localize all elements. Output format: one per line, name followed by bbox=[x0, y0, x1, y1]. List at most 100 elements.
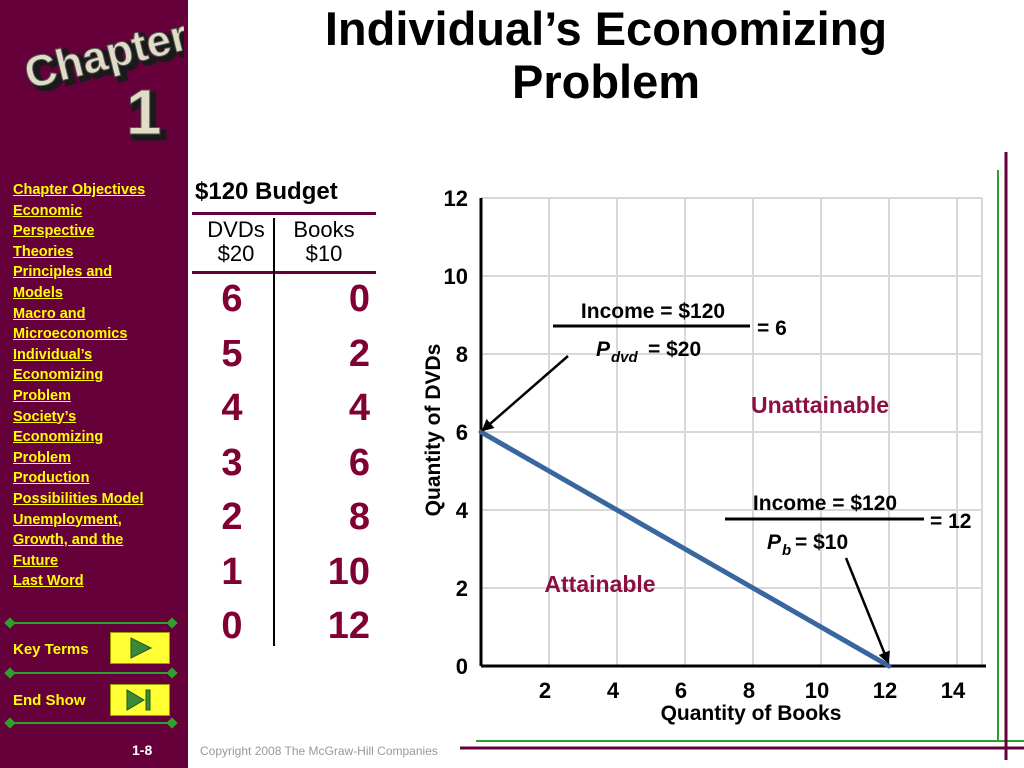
book-formula-price-subscript: b bbox=[782, 542, 791, 559]
divider-line bbox=[8, 622, 174, 624]
end-show-label[interactable]: End Show bbox=[13, 692, 86, 709]
chapter-number-shadow: 1 bbox=[130, 80, 166, 142]
x-tick-label: 4 bbox=[607, 678, 620, 703]
toc-link[interactable]: Macro and bbox=[13, 305, 86, 322]
book-intercept-arrow bbox=[844, 557, 890, 664]
table-cell-dvds: 5 bbox=[221, 332, 243, 375]
x-tick-label: 14 bbox=[941, 678, 966, 703]
y-tick-label: 8 bbox=[456, 342, 468, 367]
copyright-text: Copyright 2008 The McGraw-Hill Companies bbox=[200, 744, 438, 758]
book-formula-price-symbol: P bbox=[767, 531, 782, 554]
y-tick-label: 6 bbox=[456, 420, 468, 445]
books-price: $10 bbox=[305, 241, 343, 266]
toc-link[interactable]: Possibilities Model bbox=[13, 490, 144, 507]
table-cell-books: 10 bbox=[327, 550, 370, 593]
toc-link[interactable]: Theories bbox=[13, 243, 74, 260]
end-show-button[interactable] bbox=[110, 684, 170, 716]
table-cell-books: 2 bbox=[348, 332, 370, 375]
table-cell-dvds: 0 bbox=[221, 605, 243, 647]
toc-link[interactable]: Last Word bbox=[13, 573, 84, 590]
table-of-contents: Chapter Objectives Economic Perspective The… bbox=[13, 180, 185, 592]
toc-link[interactable]: Society’s bbox=[13, 408, 77, 425]
table-rule-top bbox=[192, 212, 376, 215]
dvd-formula-price-symbol: P bbox=[596, 338, 611, 361]
toc-link[interactable]: Problem bbox=[13, 449, 72, 466]
data-point bbox=[683, 547, 687, 551]
table-cell-dvds: 6 bbox=[221, 278, 243, 320]
table-cell-books: 4 bbox=[348, 387, 370, 429]
table-cell-dvds: 1 bbox=[221, 550, 243, 593]
books-header-label: Books bbox=[293, 217, 355, 242]
table-cell-books: 6 bbox=[348, 441, 370, 484]
x-axis-label: Quantity of Books bbox=[661, 702, 842, 725]
y-axis-label: Quantity of DVDs bbox=[422, 344, 445, 517]
title-line-1: Individual’s Economizing bbox=[324, 2, 888, 55]
skip-to-end-icon bbox=[126, 689, 151, 711]
y-tick-label: 10 bbox=[444, 264, 468, 289]
toc-link[interactable]: Future bbox=[13, 552, 59, 569]
dvd-formula-result: = 6 bbox=[757, 317, 787, 340]
toc-link[interactable]: Production bbox=[13, 470, 90, 487]
table-cell-dvds: 4 bbox=[221, 387, 243, 429]
key-terms-button[interactable] bbox=[110, 632, 170, 664]
x-tick-label: 2 bbox=[539, 678, 551, 703]
table-cell-books: 12 bbox=[327, 605, 370, 647]
book-formula-price-value: = $10 bbox=[795, 531, 848, 554]
y-tick-label: 12 bbox=[444, 186, 468, 211]
table-column-divider bbox=[273, 218, 275, 646]
toc-link[interactable]: Unemployment, bbox=[13, 511, 122, 528]
sidebar: Chapter Chapter 1 1 Chapter Objectives Ec… bbox=[0, 0, 188, 768]
data-point bbox=[819, 625, 823, 629]
divider-line bbox=[8, 672, 174, 674]
data-point bbox=[615, 508, 619, 512]
toc-link[interactable]: Economizing bbox=[13, 367, 104, 384]
table-cell-dvds: 3 bbox=[221, 441, 243, 484]
data-point bbox=[751, 586, 755, 590]
table-rule-bottom bbox=[192, 271, 376, 274]
toc-link[interactable]: Economic bbox=[13, 202, 83, 219]
toc-link[interactable]: Individual’s bbox=[13, 346, 93, 363]
x-tick-label: 6 bbox=[675, 678, 687, 703]
dvds-header: DVDs $20 bbox=[196, 218, 276, 266]
play-icon bbox=[130, 637, 153, 659]
toc-link[interactable]: Economizing bbox=[13, 429, 104, 446]
page-number: 1-8 bbox=[132, 742, 153, 758]
budget-title: $120 Budget bbox=[195, 178, 338, 205]
data-point bbox=[887, 664, 891, 668]
table-cell-books: 0 bbox=[348, 278, 370, 320]
dvds-price: $20 bbox=[217, 241, 255, 266]
table-cell-books: 8 bbox=[348, 496, 370, 538]
chapter-logo: Chapter Chapter 1 1 bbox=[19, 10, 184, 142]
budget-table: $120 Budget DVDs $20 Books $10 6 0 5 2 4 4 3 6 2… bbox=[188, 170, 388, 650]
toc-link[interactable]: Models bbox=[13, 284, 63, 301]
toc-link[interactable]: Growth, and the bbox=[13, 532, 124, 549]
data-point bbox=[479, 430, 483, 434]
x-tick-label: 10 bbox=[805, 678, 829, 703]
page-title: Individual’s Economizing Problem bbox=[188, 2, 1024, 108]
attainable-label: Attainable bbox=[544, 571, 655, 597]
data-point bbox=[547, 469, 551, 473]
toc-link[interactable]: Problem bbox=[13, 387, 72, 404]
chapter-number: 1 bbox=[126, 76, 162, 142]
divider-line bbox=[8, 722, 174, 724]
dvd-formula-price-value: = $20 bbox=[648, 338, 701, 361]
book-formula-result: = 12 bbox=[930, 510, 971, 533]
books-header: Books $10 bbox=[282, 218, 366, 266]
toc-link[interactable]: Microeconomics bbox=[13, 326, 128, 343]
dvd-formula-numerator: Income = $120 bbox=[581, 300, 725, 323]
table-cell-dvds: 2 bbox=[221, 496, 243, 538]
toc-link[interactable]: Chapter Objectives bbox=[13, 182, 146, 198]
dvd-formula-price-subscript: dvd bbox=[611, 349, 639, 366]
title-line-2: Problem bbox=[511, 55, 701, 108]
book-formula-numerator: Income = $120 bbox=[753, 492, 897, 515]
key-terms-label[interactable]: Key Terms bbox=[13, 641, 89, 658]
toc-link[interactable]: Principles and bbox=[13, 264, 113, 281]
dvd-intercept-arrow bbox=[481, 355, 569, 432]
toc-link[interactable]: Perspective bbox=[13, 223, 95, 240]
y-tick-label: 2 bbox=[456, 576, 468, 601]
dvds-header-label: DVDs bbox=[207, 217, 265, 242]
unattainable-label: Unattainable bbox=[751, 392, 889, 418]
x-tick-label: 8 bbox=[743, 678, 755, 703]
y-tick-label: 4 bbox=[456, 498, 469, 523]
